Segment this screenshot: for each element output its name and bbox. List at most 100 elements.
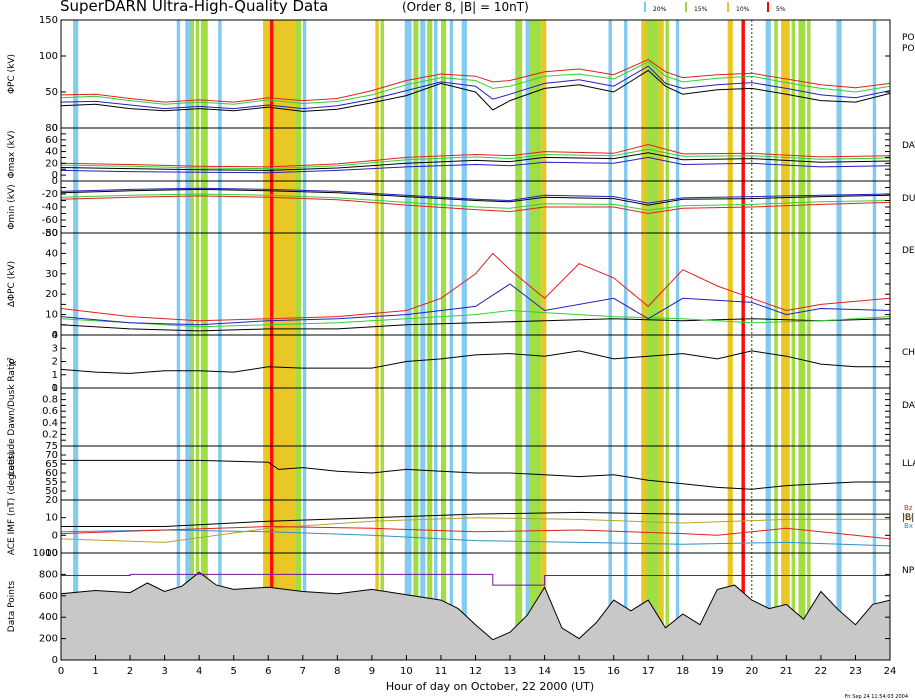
chart-title: SuperDARN Ultra-High-Quality Data	[60, 0, 328, 15]
y-tick-label: 0.2	[42, 429, 58, 440]
quality-band	[434, 20, 438, 660]
series-line	[60, 148, 891, 170]
quality-band	[404, 20, 412, 660]
y-tick-label: 0	[52, 330, 58, 341]
y-tick-label: 0	[52, 176, 58, 187]
y-tick-label: 1	[52, 383, 58, 394]
panel	[60, 350, 890, 374]
series-line	[60, 193, 891, 211]
y-tick-label: 0	[52, 530, 58, 541]
quality-band	[380, 20, 384, 660]
y-tick-label: 400	[39, 612, 58, 623]
y-tick-label: 200	[39, 634, 58, 645]
series-line	[61, 459, 890, 490]
quality-band	[646, 20, 659, 660]
series-line	[61, 511, 890, 527]
quality-band	[624, 20, 628, 660]
y-axis-label: ΔΦPC (kV)	[7, 261, 17, 307]
quality-band	[302, 20, 307, 660]
x-tick-label: 8	[334, 666, 340, 677]
y-axis-label: (degrees)	[7, 451, 17, 494]
series-line	[60, 525, 891, 540]
series-line	[60, 309, 891, 328]
quality-band	[765, 20, 771, 660]
y-tick-label: 55	[45, 477, 58, 488]
quality-band	[449, 20, 454, 660]
panel	[60, 187, 891, 215]
y-tick-label: -80	[42, 228, 58, 239]
x-tick-label: 11	[435, 666, 448, 677]
x-axis-label: Hour of day on October, 22 2000 (UT)	[386, 680, 594, 693]
right-label: PO	[902, 33, 915, 43]
panel	[60, 143, 891, 174]
y-tick-label: 1	[52, 370, 58, 381]
legend-label: 10%	[736, 6, 750, 13]
y-tick-label: 60	[45, 135, 58, 146]
quality-bands	[73, 20, 877, 660]
quality-band	[461, 20, 467, 660]
quality-band	[200, 20, 208, 660]
quality-band	[440, 20, 447, 660]
series-line	[61, 573, 890, 586]
right-label: DAY	[902, 401, 915, 411]
x-tick-label: 24	[884, 666, 897, 677]
y-tick-label: 0	[52, 655, 58, 666]
x-tick-label: 3	[161, 666, 167, 677]
right-label: NP	[902, 566, 915, 576]
legend-top: 20% 15% 10% 5%	[644, 2, 786, 13]
y-tick-label: 0	[52, 123, 58, 134]
y-tick-label: 20	[45, 158, 58, 169]
y-tick-label: 800	[39, 569, 58, 580]
x-tick-label: 7	[300, 666, 306, 677]
x-tick-label: 14	[538, 666, 551, 677]
quality-band	[665, 20, 669, 660]
quality-band	[190, 20, 194, 660]
y-tick-label: 3	[52, 343, 58, 354]
x-tick-label: 10	[400, 666, 413, 677]
y-axis-label: Φmin (kV)	[7, 184, 17, 229]
y-tick-label: 100	[39, 51, 58, 62]
y-tick-label: 80	[45, 123, 58, 134]
x-tick-label: 23	[849, 666, 862, 677]
y-tick-label: 0.8	[42, 395, 58, 406]
imf-component-label: By	[904, 513, 913, 521]
quality-band	[413, 20, 419, 660]
y-tick-label: 0.6	[42, 406, 58, 417]
x-tick-label: 9	[369, 666, 375, 677]
panels	[60, 59, 891, 661]
quality-band	[727, 20, 733, 660]
y-tick-label: 50	[45, 228, 58, 239]
panel	[61, 459, 890, 490]
series-line	[60, 156, 891, 174]
x-tick-label: 0	[58, 666, 64, 677]
right-label: |B|	[902, 513, 914, 523]
x-tick-label: 4	[196, 666, 202, 677]
y-tick-label: 20	[45, 495, 58, 506]
y-tick-label: 30	[45, 269, 58, 280]
right-label: DAY	[902, 141, 915, 151]
x-tick-label: 1	[92, 666, 98, 677]
quality-band	[269, 20, 274, 660]
series-line	[60, 318, 891, 332]
quality-band	[807, 20, 811, 660]
timestamp: Fri Sep 24 11:54:03 2004	[845, 694, 908, 700]
y-tick-label: 600	[39, 591, 58, 602]
panel	[60, 252, 891, 332]
y-tick-label: 2	[52, 357, 58, 368]
y-tick-label: 50	[45, 87, 58, 98]
y-axis-label: Data Points	[7, 580, 17, 632]
y-tick-label: 10	[45, 513, 58, 524]
y-tick-label: 0	[52, 383, 58, 394]
series-line	[60, 152, 891, 171]
y-axis-label: Latitude Dawn/Dusk Ratio	[7, 358, 17, 475]
quality-band	[273, 20, 296, 660]
quality-band	[541, 20, 547, 660]
y-tick-label: 75	[45, 441, 58, 452]
y-tick-label: 150	[39, 15, 58, 26]
y-tick-label: -40	[42, 202, 58, 213]
quality-band	[641, 20, 647, 660]
x-tick-label: 5	[231, 666, 237, 677]
y-axis-label: χ²	[7, 357, 17, 366]
